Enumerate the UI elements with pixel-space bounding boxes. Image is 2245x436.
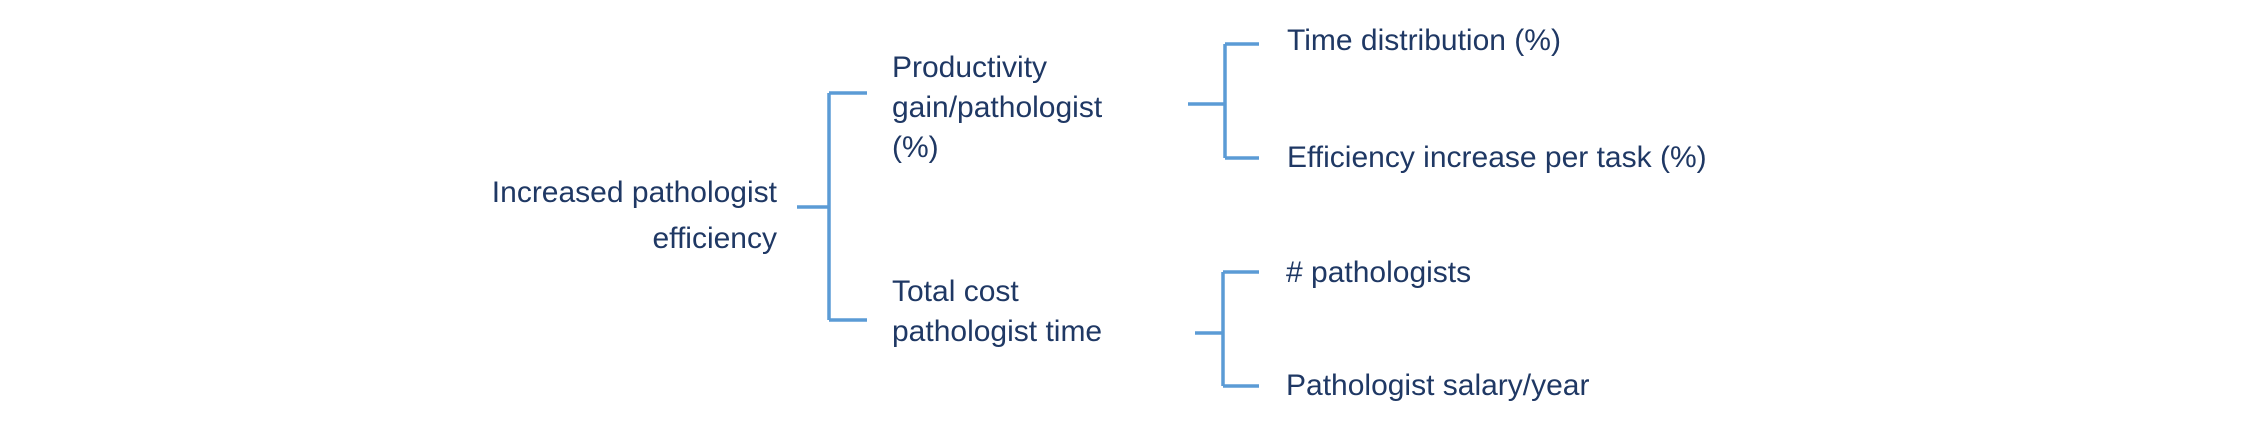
- node-pathologist-salary: Pathologist salary/year: [1286, 369, 1590, 402]
- node-efficiency-increase-per-task: Efficiency increase per task (%): [1287, 141, 1707, 174]
- node-num-pathologists: # pathologists: [1286, 256, 1472, 289]
- node-productivity-gain-line-1: Productivity: [892, 51, 1048, 84]
- node-root-line-1: Increased pathologist: [491, 176, 777, 209]
- node-productivity-gain-line-2: gain/pathologist: [892, 91, 1103, 124]
- node-root-line-2: efficiency: [652, 222, 777, 255]
- node-total-cost-line-1: Total cost: [892, 275, 1019, 308]
- node-time-distribution: Time distribution (%): [1287, 24, 1561, 57]
- node-root: Increased pathologist efficiency: [492, 170, 777, 262]
- connector-lines: [797, 42, 1259, 388]
- node-productivity-gain: Productivity gain/pathologist (%): [892, 48, 1102, 168]
- branch2-bracket: [1195, 270, 1259, 388]
- branch1-bracket: [1188, 42, 1259, 160]
- node-total-cost: Total cost pathologist time: [892, 272, 1102, 352]
- root-bracket: [797, 91, 867, 322]
- node-total-cost-line-2: pathologist time: [892, 315, 1103, 348]
- node-productivity-gain-line-3: (%): [892, 131, 939, 164]
